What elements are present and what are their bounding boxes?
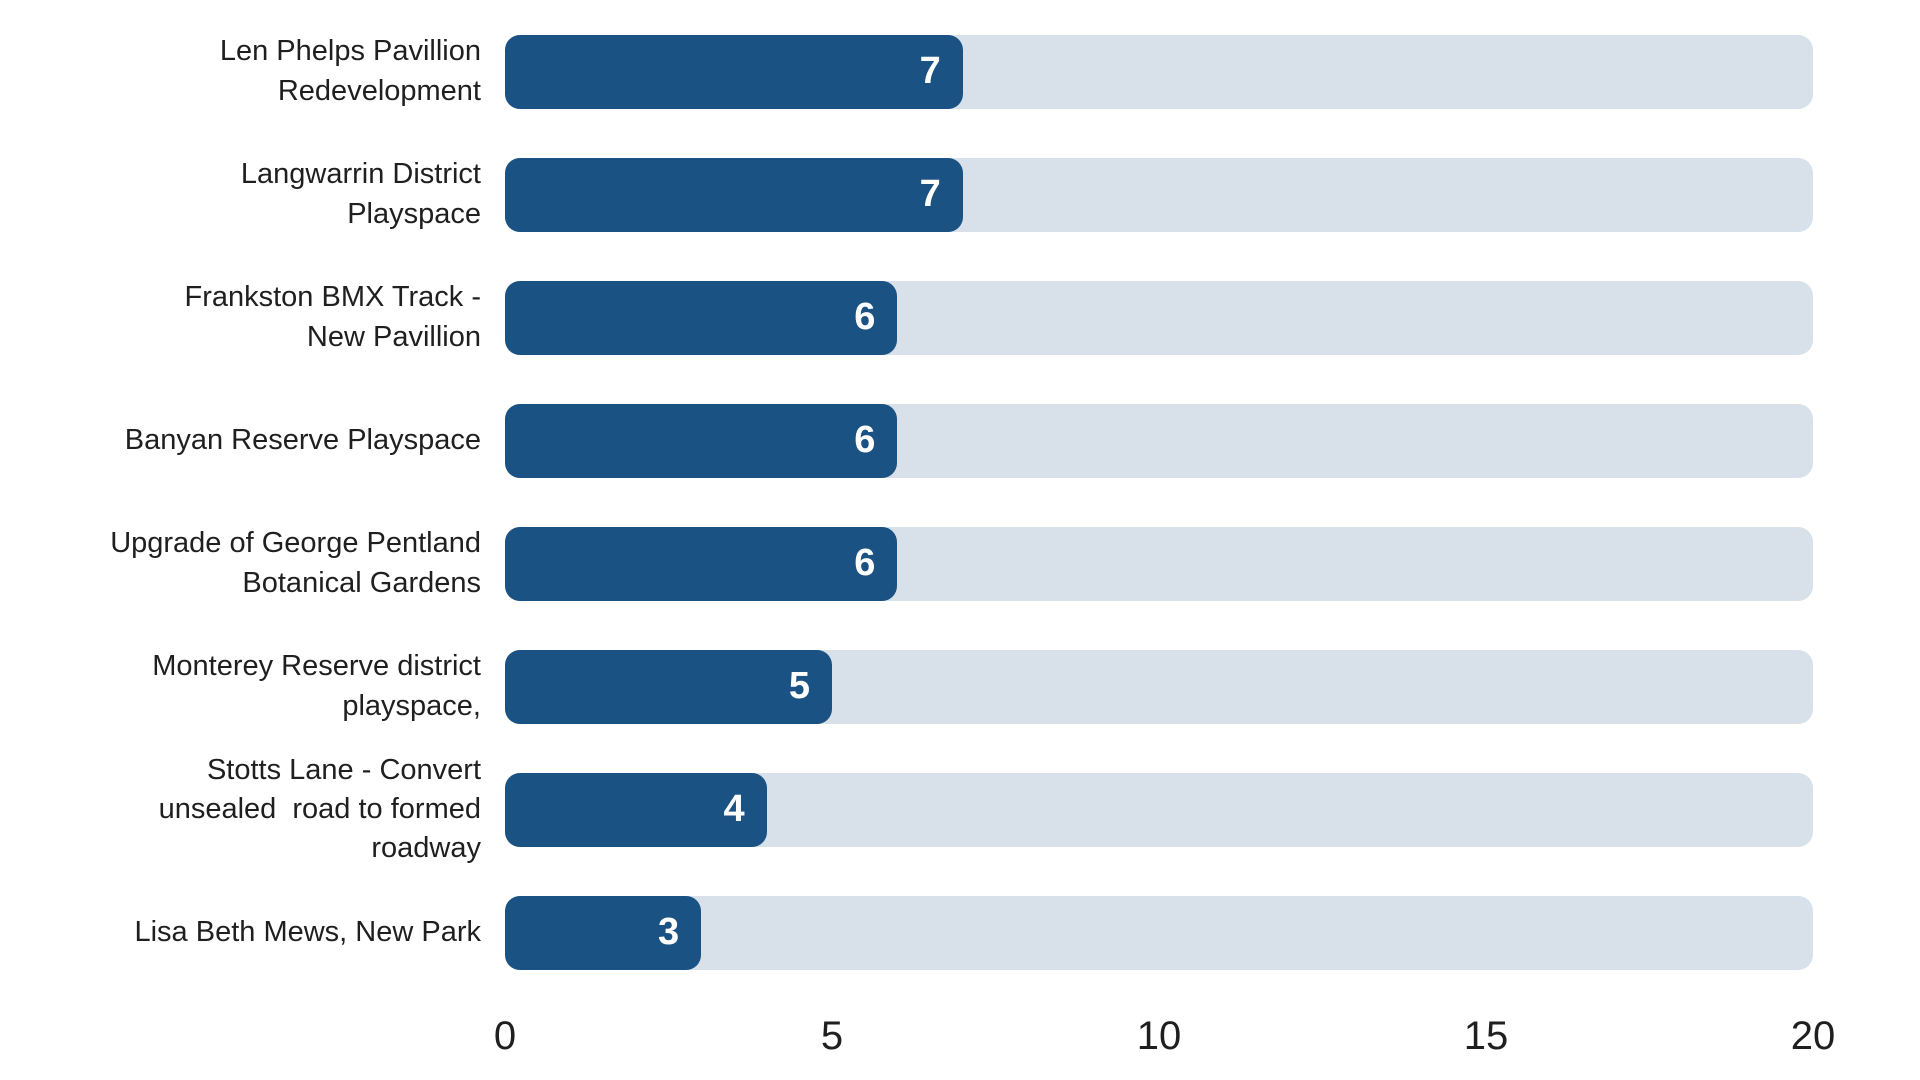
chart-row: Banyan Reserve Playspace 6: [0, 379, 1920, 502]
bar-track: 3: [505, 895, 1813, 970]
chart-row: Len Phelps Pavillion Redevelopment 7: [0, 10, 1920, 133]
bar-value-label: 6: [854, 542, 876, 584]
category-label: Upgrade of George Pentland Botanical Gar…: [110, 527, 481, 599]
bar: 6: [505, 526, 898, 601]
bar: 6: [505, 280, 898, 355]
category-label: Banyan Reserve Playspace: [124, 423, 481, 456]
bar-track: 7: [505, 157, 1813, 232]
chart-row: Frankston BMX Track - New Pavillion 6: [0, 256, 1920, 379]
bar-track: 5: [505, 649, 1813, 724]
bar: 7: [505, 157, 963, 232]
x-axis: 0 5 10 15 20: [494, 1006, 1835, 1066]
bar-value-label: 6: [854, 419, 876, 461]
bar-value-label: 3: [658, 911, 680, 953]
category-label: Lisa Beth Mews, New Park: [134, 915, 481, 948]
bar: 7: [505, 34, 963, 109]
x-axis-tick-label: 15: [1463, 1014, 1509, 1058]
bar: 3: [505, 895, 702, 970]
bar-value-label: 7: [919, 50, 941, 92]
chart-row: Monterey Reserve district playspace, 5: [0, 625, 1920, 748]
chart-rows: Len Phelps Pavillion Redevelopment 7 Lan…: [0, 10, 1920, 994]
bar-track: 4: [505, 772, 1813, 847]
chart-row: Stotts Lane - Convert unsealed road to f…: [0, 748, 1920, 871]
chart-row: Upgrade of George Pentland Botanical Gar…: [0, 502, 1920, 625]
bar-value-label: 7: [919, 173, 941, 215]
bar: 4: [505, 772, 767, 847]
bar-value-label: 4: [723, 788, 745, 830]
category-label: Stotts Lane - Convert unsealed road to f…: [158, 753, 481, 865]
bar: 5: [505, 649, 832, 724]
x-axis-tick-label: 5: [820, 1014, 844, 1058]
bar-track: 6: [505, 403, 1813, 478]
bar-track: 6: [505, 526, 1813, 601]
category-label: Monterey Reserve district playspace,: [152, 650, 481, 722]
chart-row: Langwarrin District Playspace 7: [0, 133, 1920, 256]
bar-value-label: 5: [788, 665, 810, 707]
bar-track: 7: [505, 34, 1813, 109]
chart-row: Lisa Beth Mews, New Park 3: [0, 871, 1920, 994]
category-label: Frankston BMX Track - New Pavillion: [184, 281, 481, 353]
bar: 6: [505, 403, 898, 478]
x-axis-tick-label: 0: [493, 1014, 517, 1058]
x-axis-tick-label: 20: [1790, 1014, 1836, 1058]
bar-track: 6: [505, 280, 1813, 355]
category-label: Langwarrin District Playspace: [240, 158, 481, 230]
category-label: Len Phelps Pavillion Redevelopment: [219, 35, 481, 107]
bar-value-label: 6: [854, 296, 876, 338]
x-axis-tick-label: 10: [1136, 1014, 1182, 1058]
